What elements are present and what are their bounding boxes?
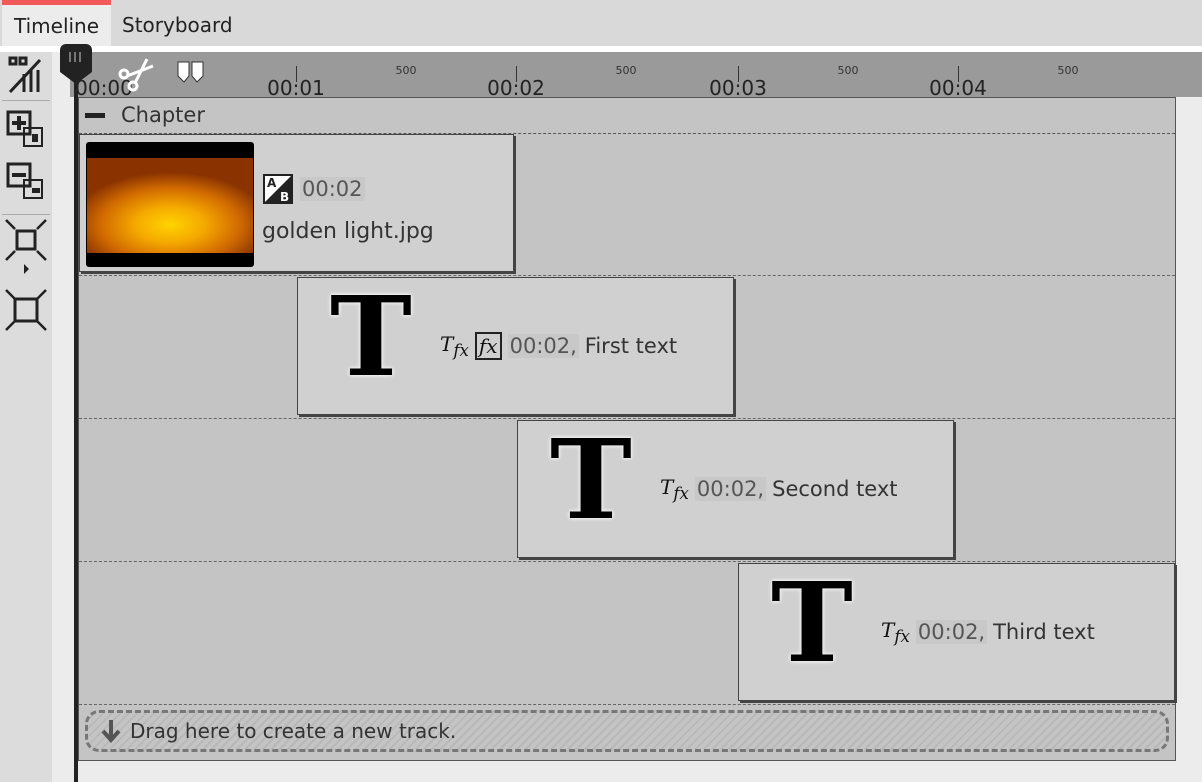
text-clip[interactable]: T Tfx 00:02, Second text <box>517 415 954 558</box>
playhead-line[interactable] <box>74 60 78 782</box>
clip-duration: 00:02, <box>507 334 579 358</box>
clip-thumbnail <box>86 142 254 267</box>
clip-name: Third text <box>993 620 1095 644</box>
tick <box>958 66 959 82</box>
zoom-out-fit-icon[interactable] <box>4 288 48 332</box>
scissors-icon[interactable] <box>116 56 156 96</box>
clip-duration: 00:02, <box>915 620 988 644</box>
text-clip[interactable]: T Tfx fx 00:02, First text <box>297 272 734 415</box>
half-tick-label: 500 <box>837 64 859 77</box>
drop-zone-label: Drag here to create a new track. <box>130 719 457 743</box>
clip-name: golden light.jpg <box>262 219 434 244</box>
tick-label: 00:04 <box>929 76 987 100</box>
svg-text:B: B <box>280 190 289 204</box>
effect-icon: fx <box>474 332 502 360</box>
divider <box>2 100 50 101</box>
tick-label: 00:02 <box>487 76 545 100</box>
divider <box>0 46 1202 52</box>
new-track-drop-zone[interactable]: Drag here to create a new track. <box>85 710 1169 752</box>
time-ruler[interactable]: 00:00 00:01 00:02 00:03 00:04 500 500 50… <box>70 52 1202 100</box>
tab-bar: Timeline Storyboard <box>0 0 1202 46</box>
text-glyph-icon: T <box>771 558 853 687</box>
tick-label: 00:01 <box>267 76 325 100</box>
clip-name: Second text <box>772 477 898 501</box>
clip-name: First text <box>584 334 678 358</box>
divider <box>2 214 50 215</box>
left-toolbar <box>0 52 52 782</box>
track-divider <box>79 418 1175 419</box>
svg-text:A: A <box>267 176 277 190</box>
clip-duration: 00:02 <box>300 177 365 201</box>
half-tick-label: 500 <box>615 64 637 77</box>
transition-ab-icon: AB <box>263 174 293 204</box>
track-divider <box>79 275 1175 276</box>
grip-icon <box>69 52 83 62</box>
tab-storyboard[interactable]: Storyboard <box>122 13 233 37</box>
clip-duration: 00:02, <box>694 477 767 501</box>
transition-toggle-icon[interactable] <box>4 54 48 98</box>
clip-info: Tfx 00:02, Second text <box>660 475 898 503</box>
chapter-label: Chapter <box>121 103 205 127</box>
tick-label: 00:00 <box>75 76 133 100</box>
tab-timeline[interactable]: Timeline <box>2 0 112 46</box>
text-clip[interactable]: T Tfx 00:02, Third text <box>738 558 1175 701</box>
marker-icon[interactable] <box>176 60 206 88</box>
clip-info: Tfx 00:02, Third text <box>881 618 1095 646</box>
add-track-icon[interactable] <box>4 108 48 152</box>
chapter-header[interactable]: Chapter <box>79 98 1175 134</box>
collapse-icon[interactable] <box>85 113 105 118</box>
zoom-in-fit-icon[interactable] <box>4 218 48 276</box>
remove-track-icon[interactable] <box>4 160 48 204</box>
text-effect-icon: Tfx <box>660 475 689 503</box>
text-effect-icon: Tfx <box>881 618 910 646</box>
track-divider <box>79 561 1175 562</box>
tick-label: 00:03 <box>709 76 767 100</box>
track-divider <box>79 704 1175 705</box>
half-tick-label: 500 <box>1057 64 1079 77</box>
arrow-down-icon <box>101 720 121 744</box>
clip-info: Tfx fx 00:02, First text <box>440 332 677 360</box>
text-glyph-icon: T <box>330 272 412 401</box>
half-tick-label: 500 <box>395 64 417 77</box>
text-glyph-icon: T <box>550 415 632 544</box>
tick <box>516 66 517 82</box>
tick <box>296 66 297 82</box>
tick <box>738 66 739 82</box>
text-effect-icon: Tfx <box>440 332 469 360</box>
